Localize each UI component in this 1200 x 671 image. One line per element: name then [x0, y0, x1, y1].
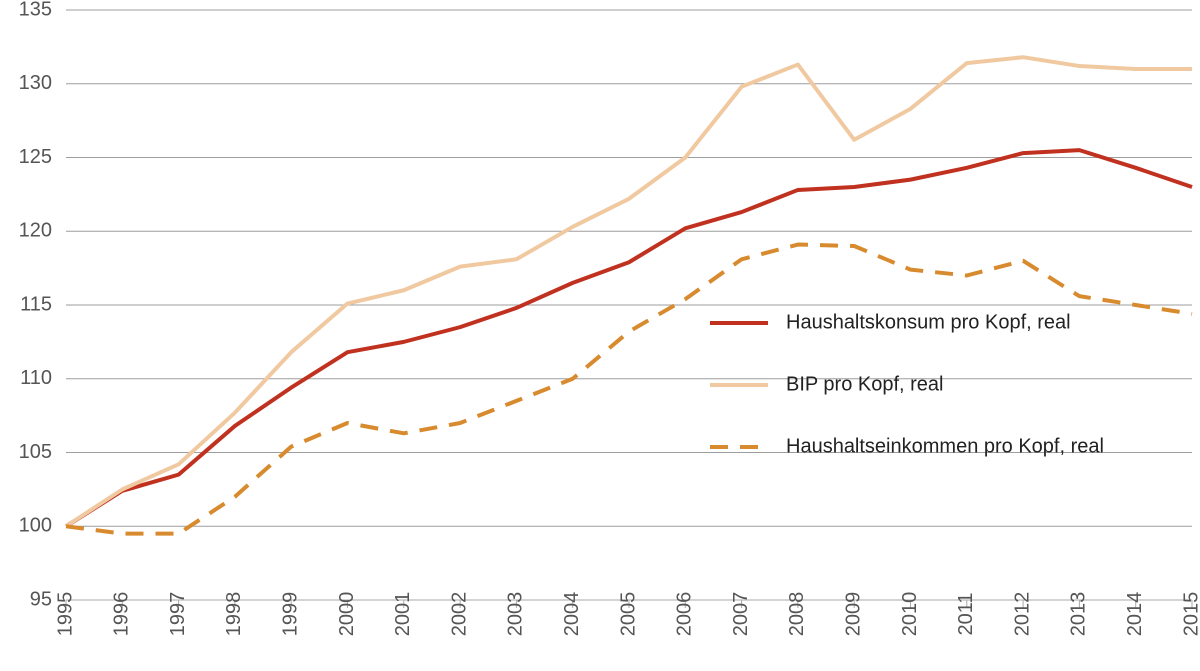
y-tick-label: 130	[19, 72, 52, 94]
line-chart: 95 100 105 110 115 120 125 130 135 1995 1996 1997 19…	[0, 0, 1200, 671]
y-tick-label: 105	[19, 441, 52, 463]
y-tick-label: 135	[19, 0, 52, 20]
x-tick-label: 1998	[223, 592, 245, 637]
legend-label-bip: BIP pro Kopf, real	[786, 373, 944, 395]
x-tick-label: 2007	[730, 592, 752, 637]
x-tick-label: 2015	[1180, 592, 1200, 637]
series-einkommen	[66, 245, 1192, 534]
x-tick-label: 2001	[392, 592, 414, 637]
chart-svg: 95 100 105 110 115 120 125 130 135 1995 1996 1997 19…	[0, 0, 1200, 671]
x-tick-label: 2008	[786, 592, 808, 637]
x-tick-label: 2006	[674, 592, 696, 637]
x-tick-label: 1995	[54, 592, 76, 637]
x-tick-label: 2014	[1124, 592, 1146, 637]
x-tick-label: 2005	[617, 592, 639, 637]
x-tick-label: 1996	[111, 592, 133, 637]
y-tick-label: 125	[19, 146, 52, 168]
y-tick-label: 110	[20, 367, 52, 389]
y-tick-label: 100	[19, 515, 52, 537]
x-tick-label: 2013	[1068, 592, 1090, 637]
y-tick-label: 95	[30, 588, 52, 610]
x-tick-label: 2009	[842, 592, 864, 637]
x-tick-label: 2000	[336, 592, 358, 637]
x-tick-label: 2004	[561, 592, 583, 637]
x-tick-label: 1997	[167, 592, 189, 637]
series-konsum	[66, 150, 1192, 526]
legend-label-einkommen: Haushaltseinkommen pro Kopf, real	[786, 435, 1104, 457]
y-tick-label: 115	[20, 293, 52, 315]
legend-label-konsum: Haushaltskonsum pro Kopf, real	[786, 311, 1071, 333]
x-tick-label: 1999	[279, 592, 301, 637]
x-tick-label: 2003	[505, 592, 527, 637]
x-tick-label: 2012	[1011, 592, 1033, 637]
x-tick-label: 2011	[955, 592, 977, 635]
x-tick-label: 2010	[899, 592, 921, 637]
x-tick-label: 2002	[448, 592, 470, 637]
y-tick-label: 120	[19, 220, 52, 242]
